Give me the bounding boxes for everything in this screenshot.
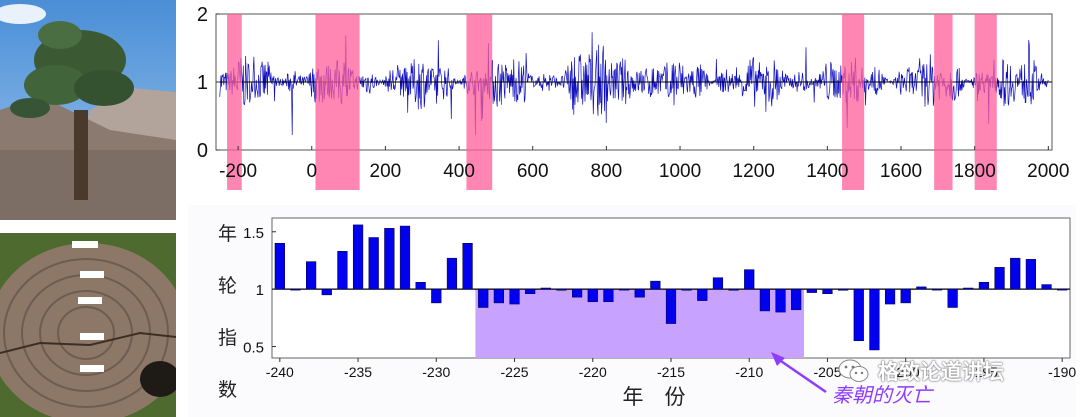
x-axis-label: 年 份 [623,385,686,409]
y-tick-label: 0 [197,140,208,162]
bar [368,237,379,290]
bar [1041,284,1052,290]
bar [525,288,536,294]
x-tick-label: 600 [517,161,549,182]
bar [665,288,677,324]
y-tick-label: 2 [197,4,208,26]
bar [462,242,473,290]
bar [744,269,755,290]
x-tick-label: 1600 [880,161,922,182]
x-tick-label: 2000 [1027,161,1069,182]
highlight-band [475,289,804,358]
y-tick-label: 1 [197,72,208,94]
bar [978,282,990,290]
bar [446,257,458,290]
x-tick-label: -240 [266,364,294,380]
bar [290,288,301,291]
bar [681,288,692,291]
bar [650,280,661,290]
bar [478,288,489,308]
bar [603,288,614,303]
x-tick-label: -220 [579,364,607,380]
x-tick-label: 400 [443,161,475,182]
bar [884,288,896,305]
bar [916,286,927,290]
bar [947,288,958,308]
x-tick-label: -230 [422,364,450,380]
y-tick-label: 1 [256,282,264,299]
bar [822,288,833,294]
bar [384,228,395,290]
bar [572,288,583,298]
bar [321,288,332,296]
tree-photo [0,0,176,220]
x-tick-label: 1400 [806,161,848,182]
bar [931,288,943,291]
bar [963,287,974,290]
bar [274,242,285,290]
bar [806,288,817,293]
x-tick-label: -200 [219,161,257,182]
bar [556,288,567,291]
x-tick-label: 1000 [659,161,701,182]
annotation-text: 秦朝的灭亡 [832,383,935,407]
bar [759,288,770,312]
x-tick-label: 1200 [733,161,775,182]
highlight-band-2 [466,14,493,190]
x-tick-label: -235 [344,364,372,380]
x-tick-label: 0 [306,161,317,182]
x-tick-label: -225 [501,364,529,380]
x-tick-label: -200 [892,364,920,380]
bar [493,288,504,304]
bar [994,267,1005,290]
bar [791,288,802,311]
annotation-arrow [774,355,827,394]
bar [352,224,364,290]
highlight-band-5 [974,14,997,190]
y-tick-label: 1.5 [243,225,264,242]
bar [1025,259,1036,290]
bar [712,277,724,290]
highlight-band-1 [315,14,360,190]
x-tick-label: -215 [657,364,685,380]
bar [697,288,708,301]
bar [853,288,864,342]
bar [337,251,348,290]
bar [1010,257,1021,290]
x-tick-label: 800 [591,161,623,182]
watermark-text: 格致论道讲坛 [878,360,1004,384]
tree-ring-photo [0,233,176,417]
bar [431,288,442,304]
x-tick-label: -205 [813,364,841,380]
bar [1057,288,1068,291]
annotation-arrowhead [771,352,785,366]
bar [399,225,411,290]
x-tick-label: -210 [735,364,763,380]
bar [775,288,786,313]
bar [618,288,630,291]
bar [838,288,849,291]
x-tick-label: -195 [970,364,998,380]
bar [415,282,426,290]
y-tick-label: 0.5 [243,340,264,357]
highlight-band-3 [842,14,865,190]
bar [728,288,739,291]
y-axis-label: 年 轮 指 数 [218,223,237,401]
bar [587,288,598,303]
bar [306,261,317,290]
bar [900,288,911,304]
bar [540,287,551,290]
wechat-icon [838,359,869,382]
bar [509,288,520,305]
x-tick-label: 1800 [954,161,996,182]
watermark: 格致论道讲坛 [838,356,1074,386]
x-tick-label: -190 [1048,364,1076,380]
bar [869,288,880,351]
bar [634,288,645,298]
x-tick-label: 200 [370,161,402,182]
highlight-band-4 [934,14,953,190]
